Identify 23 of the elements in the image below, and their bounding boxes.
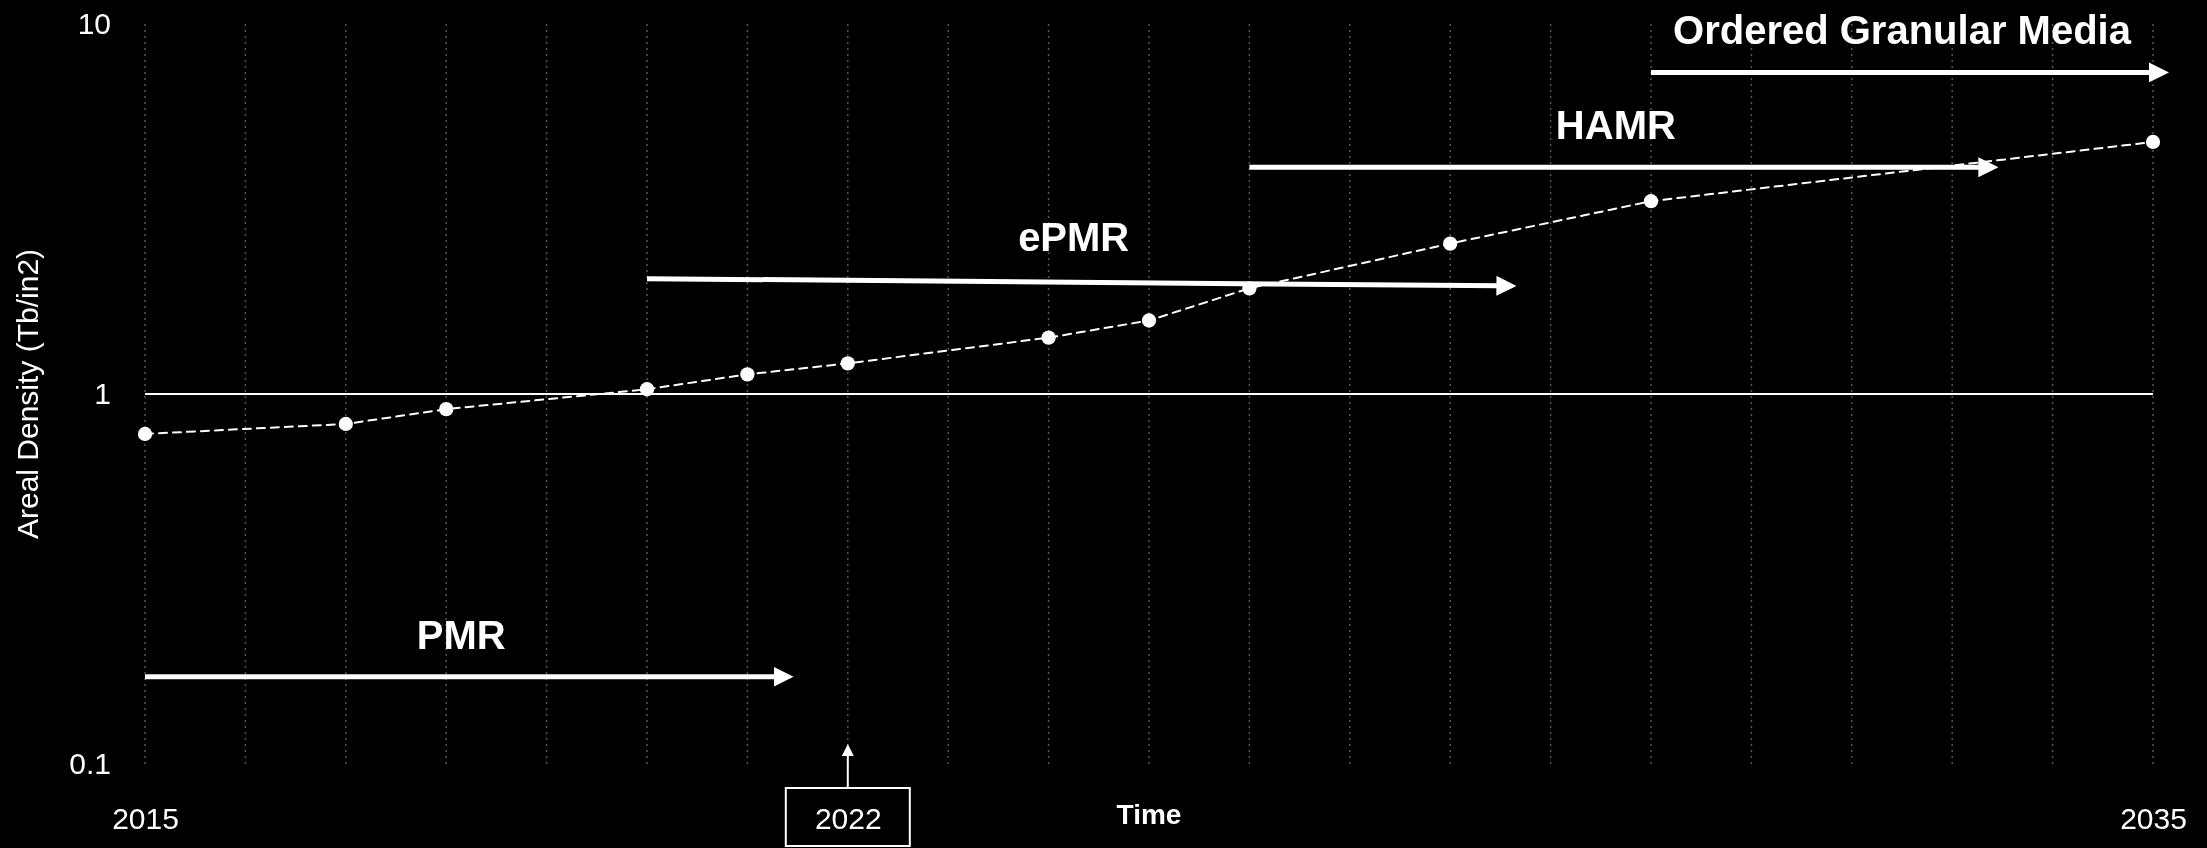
point [1041,330,1056,345]
annotation: PMR [416,612,506,657]
y-tick-label: 10 [77,7,111,41]
point [639,382,655,397]
annotation: ePMR [1018,214,1130,259]
point [1643,194,1659,209]
point [740,367,755,382]
x-tick-label: 2015 [112,802,179,836]
point [840,356,855,371]
annotation: Ordered Granular Media [1673,8,2132,53]
point [2145,134,2161,150]
y-tick-label: 0.1 [69,747,111,781]
x-tick-label: 2035 [2120,802,2187,836]
annotation: HAMR [1555,103,1676,148]
point [338,416,353,432]
point [1443,236,1458,251]
point [1141,313,1157,328]
point [439,402,454,417]
x-tick-label: 2022 [814,802,882,836]
y-tick-label: 1 [94,377,111,411]
x-axis-title: Time [1116,799,1182,830]
y-axis-title: Areal Density (Tb/in2) [11,248,44,540]
point [137,426,153,442]
